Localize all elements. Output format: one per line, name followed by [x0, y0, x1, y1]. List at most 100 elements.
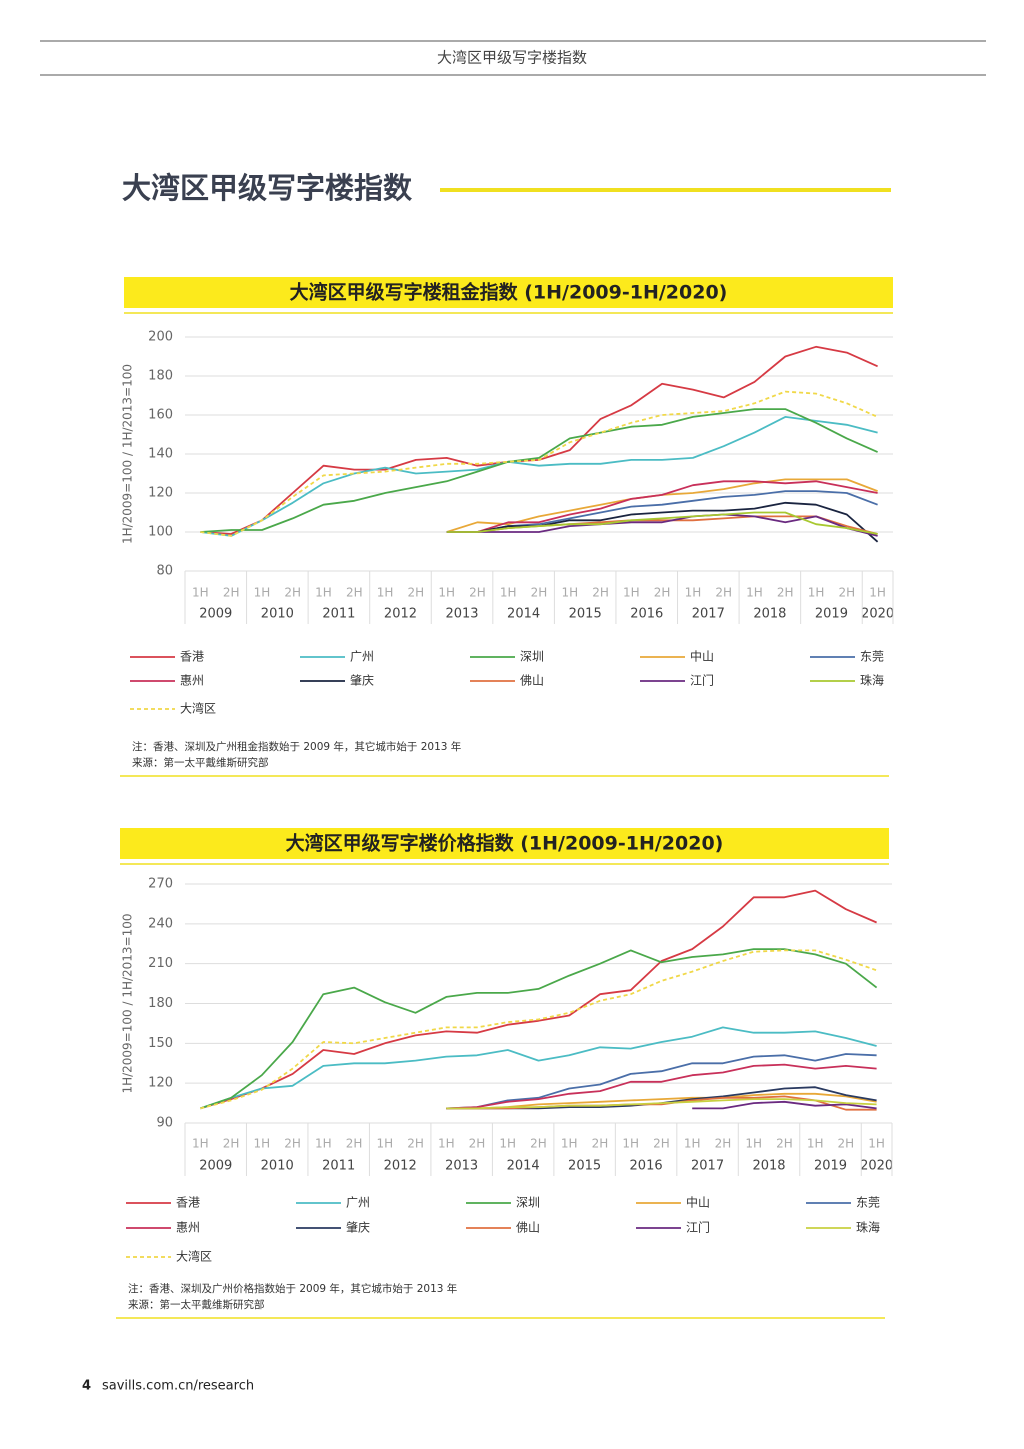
x-tick-label: 1H — [746, 586, 763, 600]
x-tick-label: 2H — [654, 586, 671, 600]
x-tick-label: 2H — [715, 1137, 732, 1151]
x-group-label: 2016 — [630, 1159, 663, 1174]
x-tick-label: 1H — [561, 1137, 578, 1151]
legend-label: 珠海 — [856, 1220, 880, 1235]
x-tick-label: 1H — [500, 586, 517, 600]
x-group-label: 2017 — [691, 1159, 724, 1174]
legend-label: 大湾区 — [176, 1249, 212, 1264]
x-tick-label: 2H — [777, 586, 794, 600]
chart-note: 来源：第一太平戴维斯研究部 — [128, 1298, 265, 1311]
series-line — [200, 949, 877, 1110]
series-line — [446, 511, 878, 535]
x-tick-label: 1H — [808, 586, 825, 600]
legend-label: 中山 — [690, 649, 714, 664]
x-tick-label: 2H — [776, 1137, 793, 1151]
x-tick-label: 1H — [315, 1137, 332, 1151]
legend-label: 江门 — [690, 673, 714, 688]
x-group-label: 2013 — [445, 1159, 478, 1174]
series-line — [200, 889, 877, 1110]
chart-note: 注：香港、深圳及广州租金指数始于 2009 年，其它城市始于 2013 年 — [132, 740, 461, 753]
y-tick-label: 140 — [148, 447, 173, 462]
y-tick-label: 90 — [156, 1116, 173, 1131]
y-tick-label: 180 — [148, 369, 173, 384]
chart-note: 来源：第一太平戴维斯研究部 — [132, 756, 269, 769]
x-tick-label: 1H — [623, 586, 640, 600]
title-banner — [120, 828, 889, 859]
x-group-label: 2011 — [322, 607, 355, 622]
chart-title: 大湾区甲级写字楼价格指数 (1H/2009-1H/2020) — [286, 832, 724, 855]
legend-label: 广州 — [346, 1196, 370, 1210]
x-tick-label: 1H — [622, 1137, 639, 1151]
legend-label: 东莞 — [860, 650, 884, 664]
x-group-label: 2012 — [384, 1159, 417, 1174]
x-group-label: 2018 — [753, 607, 786, 622]
x-tick-label: 2H — [592, 1137, 609, 1151]
x-tick-label: 2H — [223, 1137, 240, 1151]
x-tick-label: 1H — [192, 586, 209, 600]
legend-label: 香港 — [180, 650, 204, 664]
x-tick-label: 2H — [469, 586, 486, 600]
legend-label: 惠州 — [176, 1221, 200, 1235]
x-tick-label: 1H — [254, 1137, 271, 1151]
series-line — [446, 1053, 877, 1110]
footer-site: savills.com.cn/research — [102, 1379, 254, 1394]
x-tick-label: 2H — [469, 1137, 486, 1151]
series-line — [200, 948, 878, 1110]
legend-label: 深圳 — [516, 1196, 540, 1210]
y-tick-label: 120 — [148, 486, 173, 501]
series-line — [200, 345, 878, 535]
y-axis-title: 1H/2009=100 / 1H/2013=100 — [121, 364, 135, 544]
x-tick-label: 1H — [438, 586, 455, 600]
series-line — [200, 416, 878, 537]
x-tick-label: 2H — [346, 1137, 363, 1151]
series-line — [446, 513, 878, 537]
y-tick-label: 150 — [148, 1036, 173, 1051]
x-group-label: 2013 — [445, 607, 478, 622]
x-group-label: 2010 — [261, 607, 294, 622]
legend-label: 肇庆 — [350, 673, 374, 688]
x-group-label: 2018 — [752, 1159, 785, 1174]
x-group-label: 2020 — [861, 607, 894, 622]
series-line — [446, 1063, 877, 1110]
y-tick-label: 120 — [148, 1076, 173, 1091]
legend-label: 中山 — [686, 1195, 710, 1210]
y-tick-label: 100 — [148, 525, 173, 540]
x-group-label: 2011 — [322, 1159, 355, 1174]
x-tick-label: 1H — [438, 1137, 455, 1151]
x-tick-label: 2H — [407, 1137, 424, 1151]
x-tick-label: 1H — [376, 1137, 393, 1151]
legend-label: 深圳 — [520, 650, 544, 664]
x-tick-label: 2H — [715, 586, 732, 600]
chart-title: 大湾区甲级写字楼租金指数 (1H/2009-1H/2020) — [290, 281, 728, 304]
y-tick-label: 180 — [148, 996, 173, 1011]
x-tick-label: 2H — [838, 586, 855, 600]
chart-note: 注：香港、深圳及广州价格指数始于 2009 年，其它城市始于 2013 年 — [128, 1282, 457, 1295]
page-number: 4 — [82, 1379, 91, 1394]
x-tick-label: 1H — [868, 1137, 885, 1151]
x-tick-label: 2H — [408, 586, 425, 600]
y-tick-label: 200 — [148, 330, 173, 345]
x-tick-label: 2H — [838, 1137, 855, 1151]
y-tick-label: 270 — [148, 877, 173, 892]
x-group-label: 2015 — [569, 607, 602, 622]
y-tick-label: 210 — [148, 956, 173, 971]
x-group-label: 2017 — [692, 607, 725, 622]
x-tick-label: 1H — [499, 1137, 516, 1151]
x-tick-label: 2H — [223, 586, 240, 600]
x-tick-label: 1H — [254, 586, 271, 600]
x-tick-label: 1H — [745, 1137, 762, 1151]
x-tick-label: 1H — [561, 586, 578, 600]
x-tick-label: 2H — [346, 586, 363, 600]
legend-label: 惠州 — [180, 674, 204, 688]
page-header: 大湾区甲级写字楼指数 — [437, 49, 587, 67]
x-group-label: 2012 — [384, 607, 417, 622]
series-line — [200, 390, 878, 537]
x-group-label: 2020 — [860, 1159, 893, 1174]
x-tick-label: 1H — [377, 586, 394, 600]
legend-label: 香港 — [176, 1196, 200, 1210]
x-tick-label: 2H — [653, 1137, 670, 1151]
y-tick-label: 80 — [156, 564, 173, 579]
legend-label: 佛山 — [520, 674, 544, 688]
legend-label: 珠海 — [860, 673, 884, 688]
